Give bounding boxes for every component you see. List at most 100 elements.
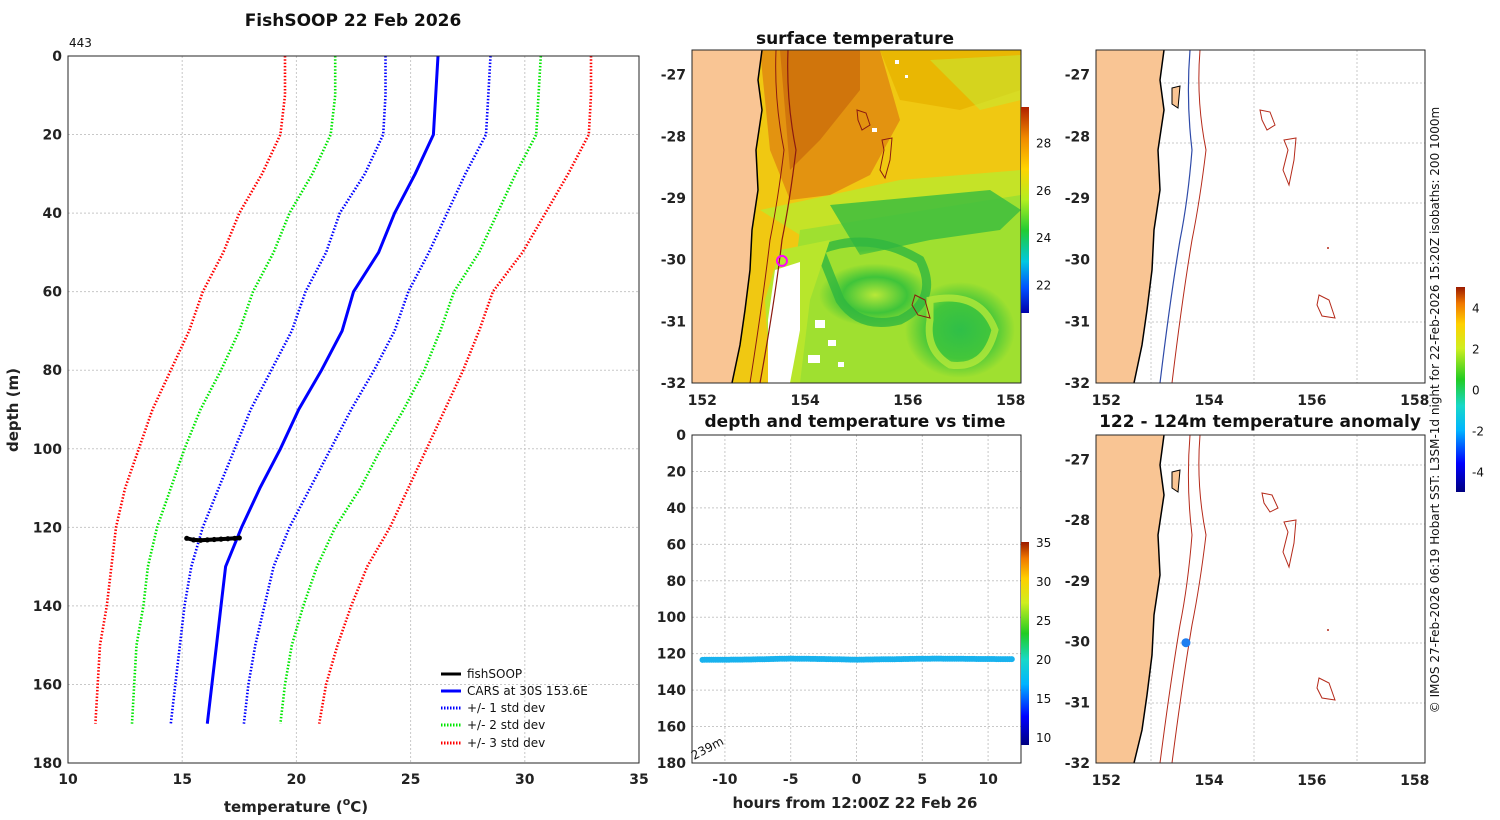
sst-map-ytick: -31 [661, 314, 686, 330]
sst-map-xtick: 156 [893, 393, 922, 409]
legend-label-cars: CARS at 30S 153.6E [467, 684, 588, 698]
temperature-colorbar-tick: 25 [1036, 614, 1051, 628]
depth-time-ytick: 180 [657, 756, 686, 772]
fishsoop-point [197, 537, 204, 543]
depth-time-xtick: 10 [978, 772, 998, 788]
bathymetry-map-xtick: 156 [1297, 393, 1326, 409]
profile-series-line [169, 56, 387, 724]
sst-colorbar-tick: 22 [1036, 279, 1051, 293]
profile-xtick: 35 [629, 772, 648, 788]
depth-time-corner-note: 239m [689, 734, 726, 763]
fishsoop-point [218, 536, 224, 542]
depth-time-xtick: 0 [852, 772, 862, 788]
fishsoop-point [211, 536, 217, 543]
bathymetry-map-xtick: 154 [1194, 393, 1223, 409]
fishsoop-point [236, 535, 242, 541]
depth-time-xtick: -10 [712, 772, 738, 788]
depth-time-ytick: 80 [667, 574, 687, 590]
vessel-position-marker [775, 254, 788, 267]
sst-colorbar [1021, 107, 1029, 313]
anomaly-map-xtick: 154 [1194, 773, 1223, 789]
sst-colorbar-tick: 28 [1036, 137, 1051, 151]
anomaly-map-title: 122 - 124m temperature anomaly [1099, 412, 1421, 432]
depth-time-ytick: 0 [676, 428, 686, 444]
depth-time-ytick: 60 [667, 537, 687, 553]
temperature-colorbar-ticks: 10 15 20 25 30 35 [1036, 536, 1051, 745]
profile-ylabel: depth (m) [4, 368, 22, 452]
depth-time-title: depth and temperature vs time [705, 412, 1006, 432]
temperature-colorbar-tick: 35 [1036, 536, 1051, 550]
sst-map-xtick: 152 [688, 393, 717, 409]
profile-xtick: 10 [58, 772, 78, 788]
profile-xtick: 20 [287, 772, 307, 788]
depth-time-ytick: 100 [657, 610, 686, 626]
anomaly-map-ytick: -31 [1065, 695, 1090, 711]
bathymetry-map-ytick: -29 [1065, 191, 1090, 207]
bathymetry-map-ytick: -32 [1065, 376, 1090, 392]
profile-ytick: 60 [43, 285, 63, 301]
profile-series-line [242, 56, 492, 724]
sst-map-title: surface temperature [756, 29, 954, 49]
profile-ytick: 0 [52, 49, 62, 65]
profile-xtick: 25 [401, 772, 420, 788]
depth-time-ytick: 120 [657, 647, 686, 663]
profile-ytick: 120 [33, 520, 62, 536]
anomaly-map-frame [1095, 434, 1426, 764]
legend-label-fishsoop: fishSOOP [467, 667, 522, 681]
profile-ytick: 20 [43, 128, 63, 144]
bathymetry-map-tick-labels: 152 154 156 158 -27 -28 -29 -30 -31 -32 [1065, 68, 1430, 409]
profile-series-line [94, 56, 287, 724]
depth-time-ytick: 40 [667, 501, 687, 517]
legend-label-3std: +/- 3 std dev [467, 736, 545, 750]
profile-xlabel: temperature (oC) [224, 795, 368, 816]
depth-time-point [1008, 656, 1015, 663]
profile-ytick: 40 [43, 206, 63, 222]
depth-time-xtick: 5 [917, 772, 927, 788]
depth-time-xtick: -5 [783, 772, 799, 788]
profile-xtick: 30 [515, 772, 535, 788]
depth-time-points [699, 655, 1015, 663]
profile-ytick: 180 [33, 756, 62, 772]
temperature-colorbar [1021, 542, 1029, 745]
temperature-colorbar-tick: 30 [1036, 575, 1051, 589]
anomaly-map-tick-labels: 152 154 156 158 -27 -28 -29 -30 -31 -32 [1065, 452, 1430, 789]
fishsoop-point [204, 537, 210, 543]
depth-time-ytick: 140 [657, 683, 686, 699]
bathymetry-map-xtick: 158 [1400, 393, 1429, 409]
anomaly-map-xtick: 156 [1297, 773, 1326, 789]
anomaly-colorbar [1456, 287, 1465, 492]
sst-map-tick-labels: 152 154 156 158 -27 -28 -29 -30 -31 -32 [661, 68, 1026, 409]
profile-axes-frame [67, 55, 640, 764]
anomaly-map-panel: 122 - 124m temperature anomaly 152 154 156… [1065, 287, 1484, 789]
profile-panel: FishSOOP 22 Feb 2026 443 10 15 20 25 30 35 0 20… [4, 11, 649, 816]
sst-map-ytick: -32 [661, 376, 686, 392]
bathymetry-map-xtick: 152 [1092, 393, 1121, 409]
anomaly-colorbar-ticks: -4 -2 0 2 4 [1472, 302, 1484, 480]
anomaly-point [1181, 638, 1191, 648]
temperature-colorbar-tick: 10 [1036, 731, 1051, 745]
profile-ytick: 160 [33, 677, 62, 693]
anomaly-map-xtick: 158 [1400, 773, 1429, 789]
fishsoop-point [232, 535, 238, 541]
anomaly-colorbar-tick: 0 [1472, 384, 1480, 398]
profile-tick-labels: 10 15 20 25 30 35 0 20 40 60 80 100 120 140 160 180 [33, 49, 649, 788]
profile-corner-label: 443 [69, 36, 92, 50]
sst-map-xtick: 154 [790, 393, 819, 409]
profile-title: FishSOOP 22 Feb 2026 [245, 11, 462, 31]
sst-map-ytick: -29 [661, 191, 686, 207]
sst-map-ytick: -27 [661, 68, 686, 84]
bathymetry-map-frame [1095, 49, 1426, 384]
temperature-colorbar-tick: 20 [1036, 653, 1051, 667]
anomaly-field [1096, 435, 1425, 763]
sst-colorbar-tick: 24 [1036, 231, 1051, 245]
bathymetry-map-ytick: -31 [1065, 314, 1090, 330]
temperature-colorbar-tick: 15 [1036, 692, 1051, 706]
profile-series-line [279, 56, 543, 724]
profile-ytick: 140 [33, 599, 62, 615]
bathymetry-field [1096, 50, 1425, 383]
depth-time-ytick: 160 [657, 720, 686, 736]
profile-series-line [317, 56, 593, 724]
anomaly-map-ytick: -28 [1065, 513, 1090, 529]
